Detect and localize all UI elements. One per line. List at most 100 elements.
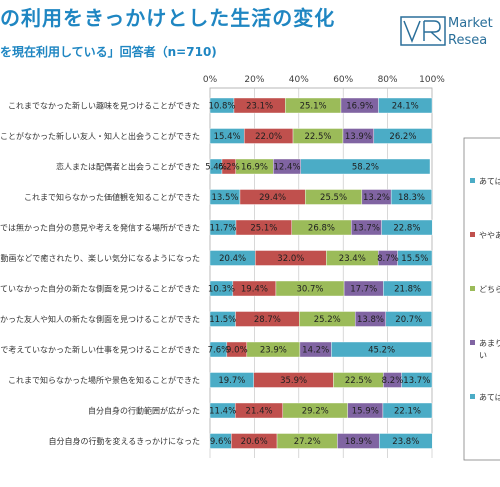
category-label: や、動画などで癒されたり、楽しい気分になるようになった (0, 253, 200, 263)
gridlines (209, 88, 433, 458)
legend-swatch (470, 286, 475, 291)
data-label: 22.8% (393, 224, 420, 234)
data-label: 32.0% (277, 254, 304, 264)
data-label: 23.1% (246, 102, 273, 112)
bar-segment (373, 128, 433, 144)
bar-segment (300, 158, 431, 175)
bar-segment (331, 341, 432, 358)
data-label: 22.1% (394, 407, 421, 417)
legend-box (463, 137, 500, 461)
data-label: 26.2% (389, 132, 416, 142)
data-label: 23.9% (260, 346, 287, 356)
x-tick-label: 80% (378, 75, 398, 85)
data-label: 10.8% (208, 102, 235, 112)
legend-label: ややあ (479, 231, 500, 240)
data-label: 8.7% (377, 254, 399, 264)
data-label: 58.2% (352, 163, 379, 173)
category-label: では無かった自分の意見や考えを発信する場所ができた (0, 223, 200, 233)
data-label: 15.5% (401, 254, 428, 264)
data-label: 26.8% (308, 224, 335, 234)
x-tick-label: 40% (289, 75, 309, 85)
data-label: 8.2% (382, 376, 404, 386)
data-label: 7.6% (208, 346, 230, 356)
data-label: 29.4% (259, 193, 286, 203)
data-label: 13.9% (345, 132, 372, 142)
bar-segments (209, 97, 433, 449)
chart-subtitle: を現在利用している」回答者（n=710) (0, 45, 217, 59)
data-label: 14.2% (302, 346, 329, 356)
category-label: れまで考えていなかった新しい仕事を見つけることができた (0, 345, 200, 355)
legend-swatch (470, 232, 475, 237)
data-label: 21.4% (246, 407, 273, 417)
data-label: 18.3% (398, 193, 425, 203)
logo-line-2: Resea (448, 33, 488, 48)
data-label: 5.4% (205, 163, 227, 173)
data-label: 29.2% (302, 407, 329, 417)
data-label: 16.9% (241, 163, 268, 173)
data-label: 6.2% (218, 163, 240, 173)
logo-line-1: Market (448, 16, 493, 31)
data-label: 16.9% (346, 102, 373, 112)
category-label: これまでなかった新しい趣味を見つけることができた (8, 101, 200, 111)
data-labels: 10.8% 23.1% 25.1% 16.9% 24.1% 15.4% 22.0% 22.5%… (205, 102, 430, 448)
data-label: 22.5% (345, 376, 372, 386)
legend-label: あては (479, 393, 500, 402)
data-label: 13.5% (211, 193, 238, 203)
bar-segment (382, 402, 433, 419)
logo-text: Market Resea (448, 15, 493, 49)
bar-segment (381, 219, 433, 236)
data-label: 25.2% (314, 315, 341, 325)
category-label: これまで知らなかった場所や景色を知ることができた (8, 375, 200, 385)
data-label: 15.4% (214, 132, 241, 142)
data-label: 10.3% (208, 285, 235, 295)
legend-label: い (479, 351, 487, 360)
company-logo: Market Resea (400, 15, 500, 49)
data-label: 20.4% (219, 254, 246, 264)
data-label: 12.4% (274, 163, 301, 173)
data-label: 20.6% (241, 437, 268, 447)
category-label: 出会うことがなかった新しい友人・知人と出会うことができた (0, 131, 200, 141)
bar-segment (397, 250, 433, 266)
legend-label: どちら (479, 285, 500, 294)
category-label: これまで知らなかった価値観を知ることができた (24, 192, 200, 202)
bar-segment (385, 311, 432, 327)
legend-swatch (470, 178, 475, 183)
data-label: 23.8% (392, 437, 419, 447)
bar-segment (390, 189, 432, 205)
data-label: 25.1% (300, 102, 327, 112)
bar-segment (378, 97, 433, 114)
data-label: 11.4% (209, 407, 236, 417)
data-label: 11.7% (209, 224, 236, 234)
legend-swatch (470, 340, 475, 345)
data-label: 13.8% (357, 315, 384, 325)
data-label: 15.9% (352, 407, 379, 417)
x-tick-label: 0% (203, 75, 218, 85)
category-label: 自分自身の行動を変えるきっかけになった (49, 436, 200, 446)
data-label: 35.9% (280, 376, 307, 386)
data-label: 22.0% (255, 132, 282, 142)
data-label: 28.7% (254, 315, 281, 325)
legend-swatch (470, 394, 475, 399)
bar-segment (401, 372, 433, 388)
data-label: 21.8% (394, 285, 421, 295)
data-label: 13.2% (363, 193, 390, 203)
x-tick-label: 60% (333, 75, 353, 85)
x-tick-labels: 0% 20% 40% 60% 80% 100% (203, 75, 445, 85)
data-label: 23.4% (339, 254, 366, 264)
data-label: 18.9% (345, 437, 372, 447)
bar-segment (379, 433, 433, 449)
data-label: 27.2% (294, 437, 321, 447)
data-label: 20.7% (395, 315, 422, 325)
x-tick-label: 20% (244, 75, 264, 85)
data-label: 13.7% (353, 224, 380, 234)
logo-mark-icon (400, 16, 446, 46)
category-labels: これまでなかった新しい趣味を見つけることができた出会うことがなかった新しい友人・… (0, 101, 200, 447)
data-label: 13.7% (403, 376, 430, 386)
data-label: 19.7% (218, 376, 245, 386)
bar-segment (383, 280, 432, 297)
data-label: 11.5% (209, 315, 236, 325)
data-label: 9.0% (226, 346, 248, 356)
data-label: 22.5% (304, 132, 331, 142)
data-label: 25.1% (250, 224, 277, 234)
